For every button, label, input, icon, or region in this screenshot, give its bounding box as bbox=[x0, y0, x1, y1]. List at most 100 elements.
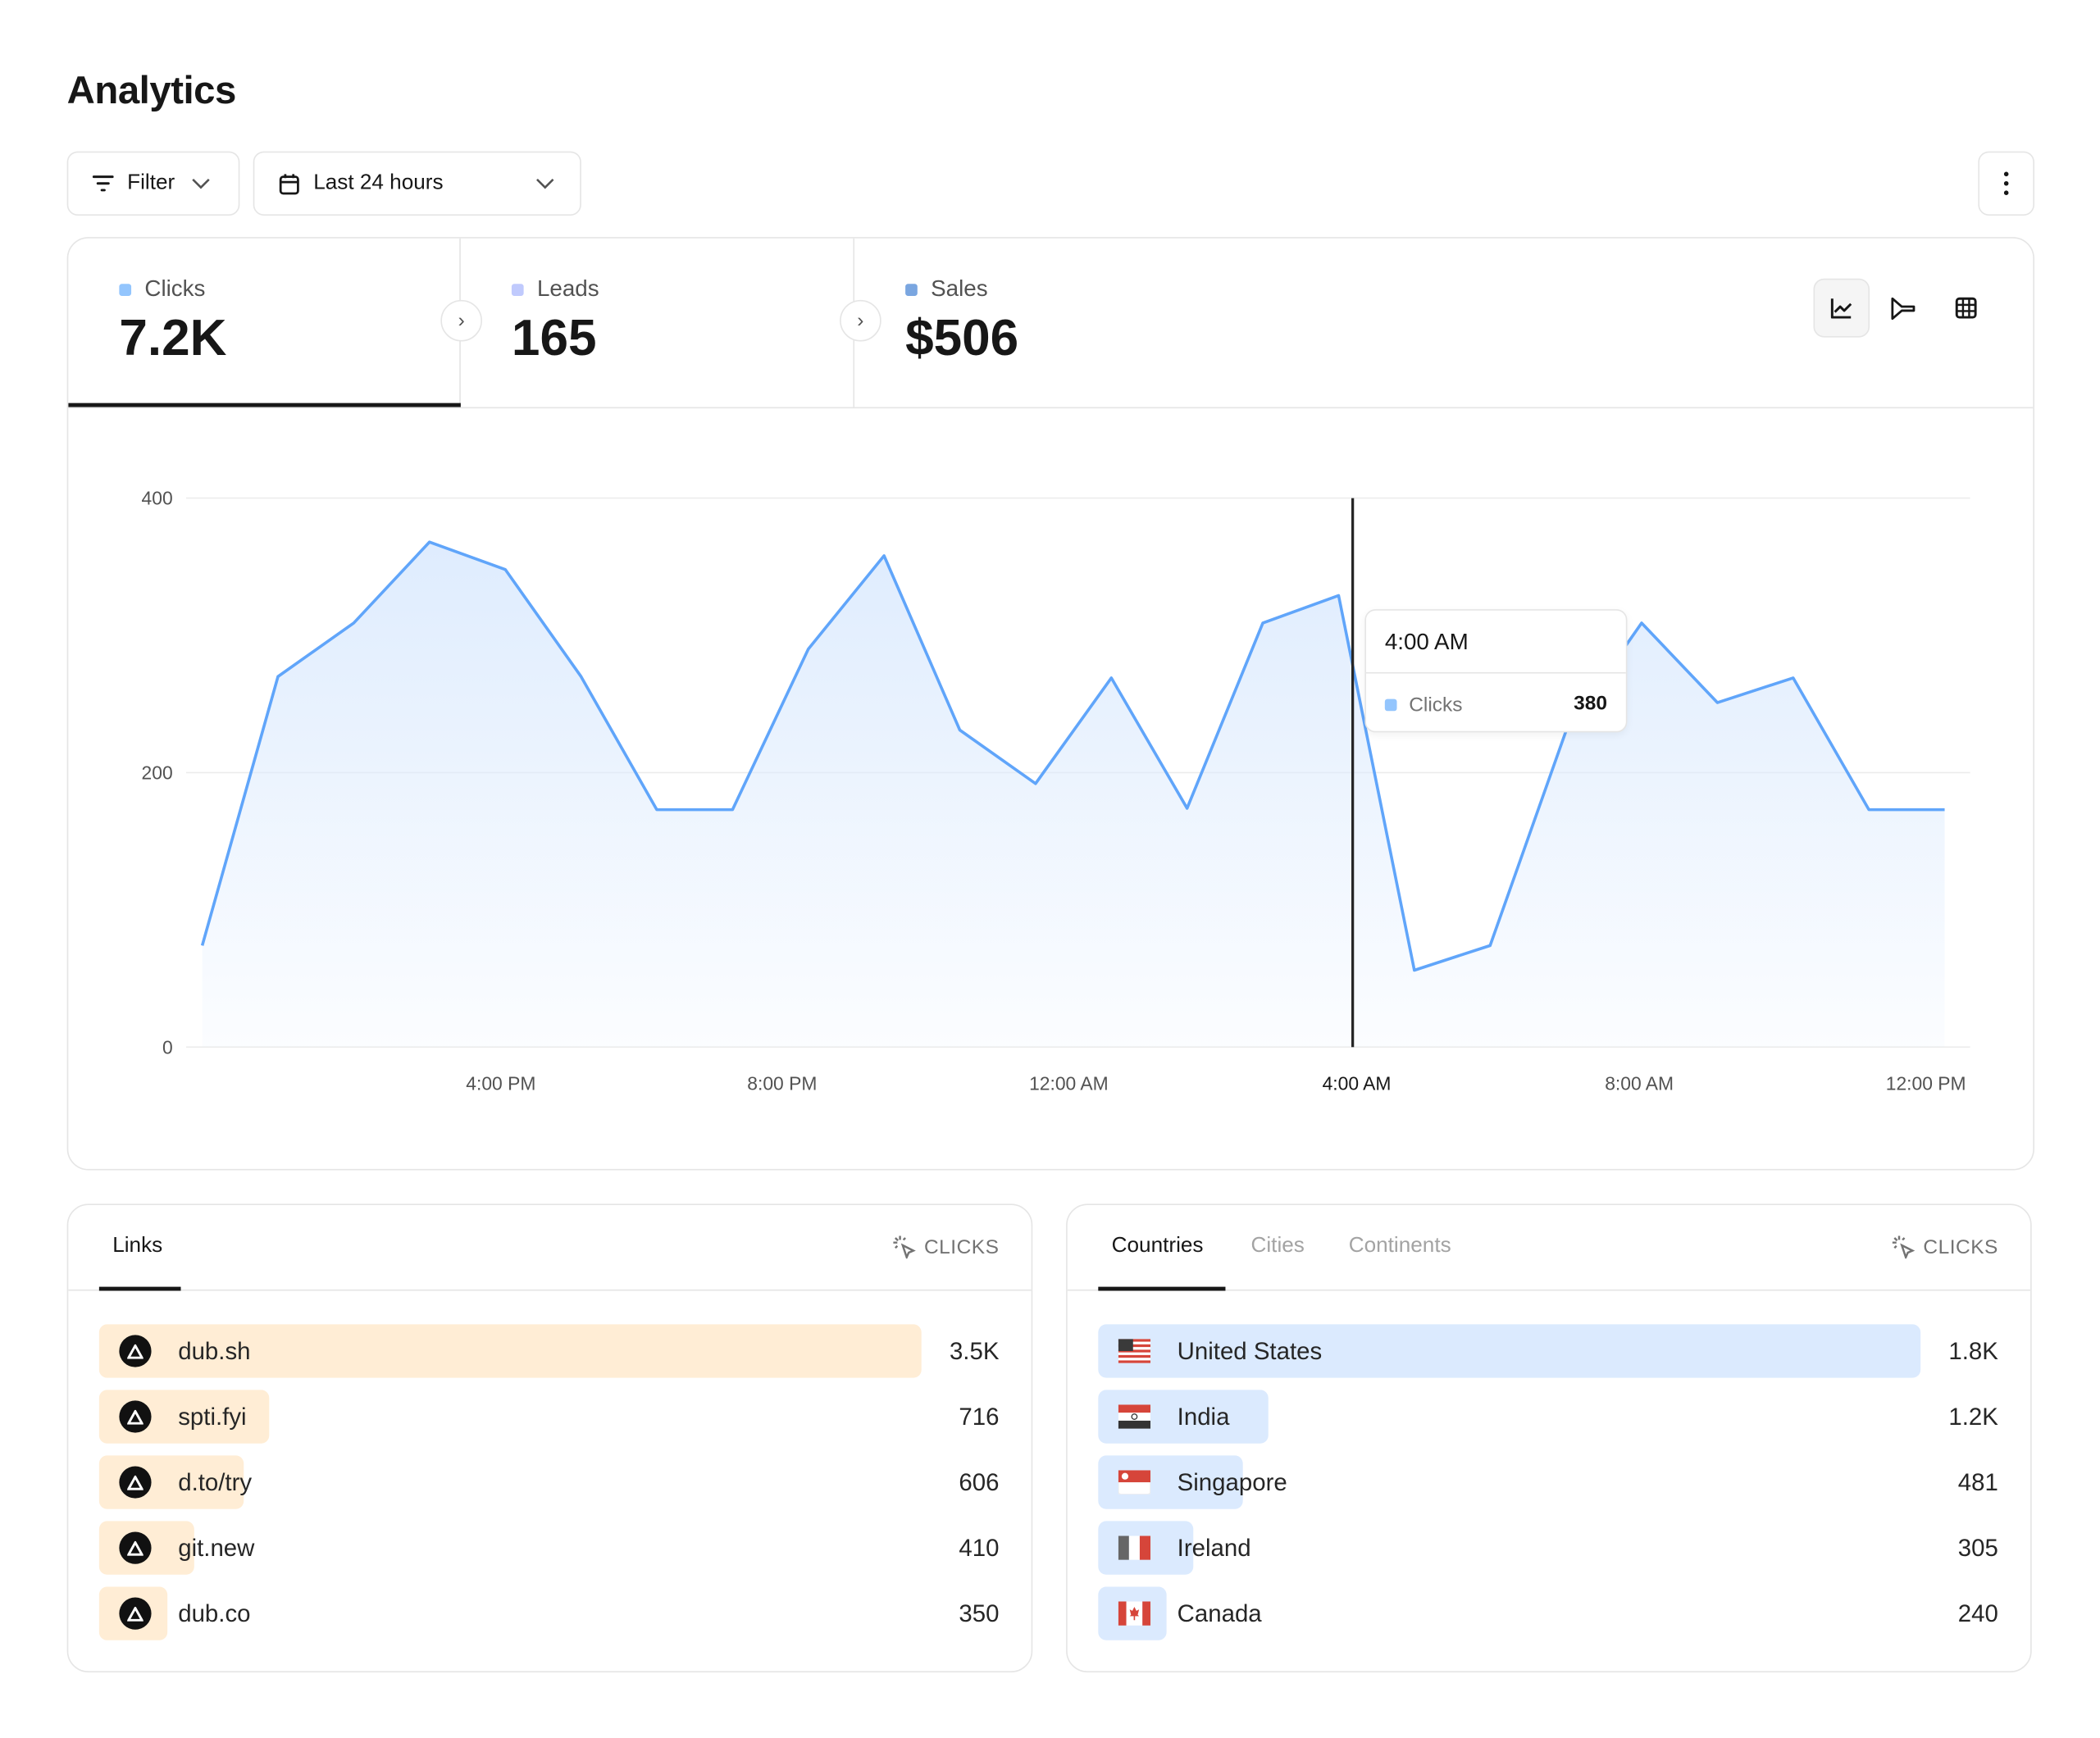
line-chart-view-button[interactable] bbox=[1813, 278, 1870, 338]
item-name: Ireland bbox=[1177, 1534, 1251, 1562]
item-name: dub.sh bbox=[178, 1337, 251, 1365]
area-fill bbox=[202, 542, 1945, 1048]
list-item[interactable]: d.to/try 606 bbox=[98, 1455, 1000, 1509]
item-name: United States bbox=[1177, 1337, 1323, 1365]
funnel-icon bbox=[1891, 297, 1916, 321]
y-tick-label: 0 bbox=[162, 1036, 173, 1058]
date-range-select[interactable]: Last 24 hours bbox=[253, 151, 581, 216]
value-bar bbox=[1098, 1324, 1921, 1378]
item-value: 606 bbox=[959, 1468, 1000, 1496]
funnel-view-button[interactable] bbox=[1875, 279, 1932, 338]
item-value: 240 bbox=[1957, 1599, 1998, 1627]
x-tick-label: 12:00 PM bbox=[1886, 1073, 1966, 1094]
date-range-label: Last 24 hours bbox=[313, 171, 444, 194]
item-name: India bbox=[1177, 1403, 1230, 1431]
tab-countries[interactable]: Countries bbox=[1111, 1234, 1204, 1258]
more-vertical-icon bbox=[2003, 171, 2009, 195]
table-view-button[interactable] bbox=[1938, 279, 1994, 338]
tab-cities[interactable]: Cities bbox=[1250, 1234, 1305, 1258]
item-value: 1.8K bbox=[1948, 1337, 1998, 1365]
tab-links[interactable]: Links bbox=[112, 1234, 163, 1258]
active-tab-indicator bbox=[98, 1286, 181, 1291]
link-logo-icon bbox=[119, 1335, 152, 1367]
metric-value: 7.2K bbox=[119, 310, 227, 367]
legend-swatch bbox=[1384, 698, 1397, 712]
cursor-click-icon bbox=[1892, 1235, 1916, 1259]
page-title: Analytics bbox=[66, 69, 237, 113]
metric-label: CLICKS bbox=[923, 1235, 1000, 1258]
link-logo-icon bbox=[119, 1400, 152, 1433]
metric-tab-sales[interactable]: Sales $506 bbox=[854, 239, 1390, 407]
series-line bbox=[200, 540, 1945, 972]
list-item[interactable]: git.new 410 bbox=[98, 1521, 1000, 1575]
list-item[interactable]: United States 1.8K bbox=[1098, 1324, 1998, 1378]
chevron-right-icon[interactable]: › bbox=[840, 299, 881, 342]
flag-sg-icon bbox=[1117, 1466, 1151, 1498]
item-value: 716 bbox=[959, 1403, 1000, 1431]
list-item[interactable]: Singapore 481 bbox=[1098, 1455, 1998, 1509]
filter-label: Filter bbox=[127, 171, 175, 194]
tab-continents[interactable]: Continents bbox=[1348, 1234, 1451, 1258]
metric-value: 165 bbox=[511, 310, 597, 367]
locations-panel: Countries Cities Continents CLICKS Unite… bbox=[1066, 1203, 2032, 1672]
flag-in-icon bbox=[1118, 1400, 1151, 1432]
list-item[interactable]: spti.fyi 716 bbox=[98, 1390, 1000, 1444]
divider bbox=[1365, 671, 1626, 674]
link-logo-icon bbox=[119, 1531, 152, 1564]
metric-label: Clicks bbox=[144, 275, 206, 302]
item-value: 410 bbox=[959, 1534, 1000, 1562]
item-name: d.to/try bbox=[178, 1468, 253, 1496]
filter-button[interactable]: Filter bbox=[66, 151, 240, 216]
x-tick-label: 12:00 AM bbox=[1029, 1073, 1109, 1094]
metric-label: Sales bbox=[931, 275, 988, 302]
y-tick-label: 200 bbox=[142, 762, 173, 784]
flag-us-icon bbox=[1118, 1335, 1151, 1367]
link-logo-icon bbox=[119, 1597, 152, 1630]
list-item[interactable]: dub.co 350 bbox=[98, 1586, 1000, 1640]
chevron-down-icon bbox=[191, 178, 210, 189]
flag-ie-icon bbox=[1118, 1531, 1151, 1563]
x-tick-label: 4:00 AM bbox=[1323, 1073, 1392, 1094]
legend-swatch bbox=[119, 283, 132, 296]
line-chart-icon bbox=[1830, 298, 1852, 319]
metric-label: CLICKS bbox=[1923, 1235, 1998, 1258]
item-name: git.new bbox=[178, 1534, 255, 1562]
tooltip-series-label: Clicks bbox=[1409, 694, 1463, 717]
item-value: 305 bbox=[1957, 1534, 1998, 1562]
item-name: Singapore bbox=[1177, 1468, 1287, 1496]
list-item[interactable]: Ireland 305 bbox=[1098, 1521, 1998, 1575]
filter-icon bbox=[92, 175, 114, 192]
cursor-click-icon bbox=[893, 1235, 916, 1259]
item-value: 481 bbox=[1957, 1468, 1998, 1496]
flag-ca-icon bbox=[1118, 1598, 1151, 1630]
legend-swatch bbox=[905, 283, 918, 296]
item-value: 350 bbox=[959, 1599, 1000, 1627]
links-panel: Links CLICKS dub.sh 3.5K spti.fyi 716 d.to/t… bbox=[66, 1203, 1033, 1672]
x-tick-label: 8:00 AM bbox=[1605, 1073, 1674, 1094]
calendar-icon bbox=[279, 173, 299, 194]
more-options-button[interactable] bbox=[1978, 151, 2034, 216]
metric-tab-clicks[interactable]: Clicks 7.2K bbox=[68, 238, 461, 407]
table-grid-icon bbox=[1955, 297, 1977, 319]
chart-tooltip: 4:00 AM Clicks 380 bbox=[1364, 609, 1628, 733]
item-name: Canada bbox=[1177, 1599, 1262, 1627]
chart-card: Clicks 7.2K › Leads 165 › Sales $506 0 20… bbox=[66, 237, 2034, 1171]
active-tab-indicator bbox=[68, 403, 461, 407]
legend-swatch bbox=[511, 283, 524, 296]
item-value: 1.2K bbox=[1948, 1403, 1998, 1431]
list-item[interactable]: Canada 240 bbox=[1098, 1586, 1998, 1640]
link-logo-icon bbox=[119, 1466, 152, 1499]
item-name: spti.fyi bbox=[178, 1403, 247, 1431]
list-item[interactable]: India 1.2K bbox=[1098, 1390, 1998, 1444]
metric-value: $506 bbox=[905, 310, 1019, 367]
metric-label: Leads bbox=[536, 275, 599, 302]
y-tick-label: 400 bbox=[142, 488, 173, 509]
list-item[interactable]: dub.sh 3.5K bbox=[98, 1324, 1000, 1378]
x-tick-label: 8:00 PM bbox=[747, 1073, 817, 1094]
x-tick-label: 4:00 PM bbox=[466, 1073, 535, 1094]
area-chart[interactable]: 0 200 400 4:00 PM 8:00 PM 12:00 AM 4:00 AM 8:00… bbox=[68, 239, 2034, 1171]
chevron-right-icon[interactable]: › bbox=[440, 299, 482, 342]
active-tab-indicator bbox=[1098, 1286, 1226, 1291]
chevron-down-icon bbox=[536, 178, 554, 189]
